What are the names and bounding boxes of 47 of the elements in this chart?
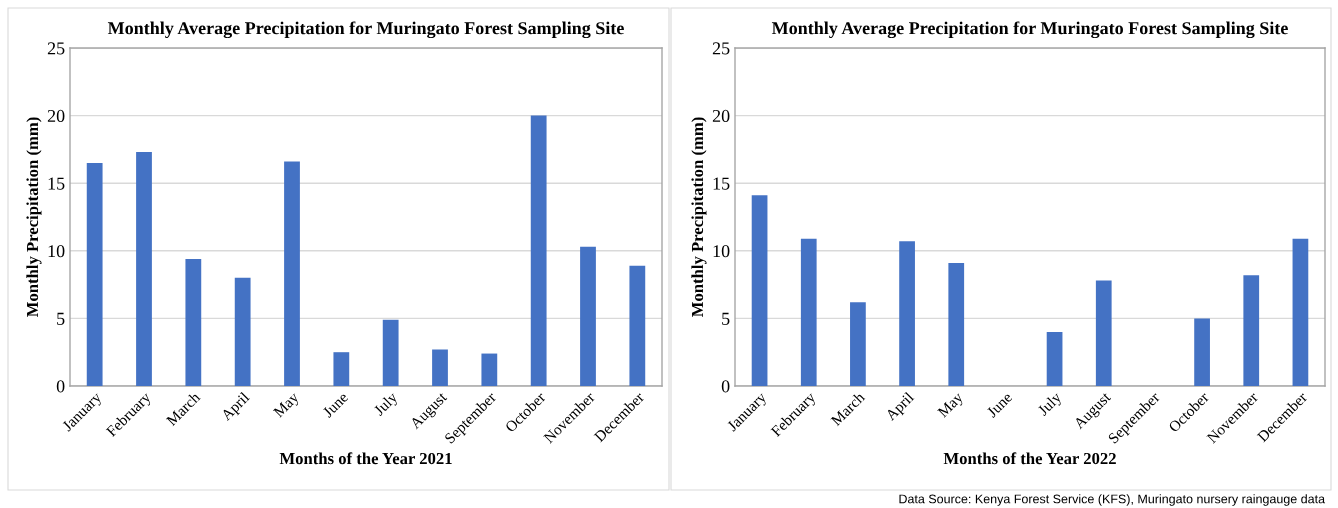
bar <box>284 161 300 386</box>
y-tick-label: 10 <box>713 245 730 258</box>
bar <box>234 277 251 386</box>
x-tick-label: June <box>986 391 1013 419</box>
x-axis-title: Months of the Year 2022 <box>943 452 1116 465</box>
bar <box>580 246 596 386</box>
source-note: Data Source: Kenya Forest Service (KFS), Muringato nursery raingauge data <box>899 494 1326 506</box>
y-tick-label: 5 <box>722 312 730 325</box>
bar <box>1243 275 1260 386</box>
y-tick-label: 10 <box>48 245 65 258</box>
x-tick-label: May <box>937 391 966 421</box>
y-axis-title: Monthly Precipitation (mm) <box>26 117 42 318</box>
y-tick-label: 15 <box>713 177 730 190</box>
x-tick-label: May <box>272 391 302 421</box>
bar <box>1194 318 1210 386</box>
x-tick-label: June <box>322 391 349 419</box>
bar <box>751 195 768 386</box>
y-axis-title: Monthly Precipitation (mm) <box>691 117 707 318</box>
bar <box>136 152 152 386</box>
y-tick-label: 5 <box>57 312 65 325</box>
bar <box>629 265 646 386</box>
bar <box>1095 280 1112 386</box>
bar <box>899 241 915 386</box>
bar <box>850 302 866 386</box>
x-tick-label: July <box>1036 390 1065 419</box>
y-tick-label: 0 <box>721 380 730 393</box>
y-tick-label: 20 <box>47 109 65 123</box>
bar <box>382 319 399 386</box>
bar <box>1292 238 1309 386</box>
y-tick-label: 25 <box>712 42 730 55</box>
bar <box>185 258 202 386</box>
bar <box>481 353 498 386</box>
y-tick-label: 20 <box>712 109 730 123</box>
y-tick-label: 15 <box>48 177 65 190</box>
chart-title: Monthly Average Precipitation for Muringato Forest Sampling Site <box>107 21 624 39</box>
x-axis-title: Months of the Year 2021 <box>279 452 452 465</box>
bar <box>333 352 350 386</box>
y-tick-label: 25 <box>47 42 65 55</box>
bar <box>86 162 103 386</box>
bar <box>800 238 817 386</box>
bar <box>948 262 965 386</box>
chart-title: Monthly Average Precipitation for Muringato Forest Sampling Site <box>771 21 1288 39</box>
y-tick-label: 0 <box>56 380 65 393</box>
bar <box>1046 331 1063 386</box>
bar <box>432 349 448 386</box>
bar <box>530 115 547 386</box>
x-tick-label: July <box>372 390 401 419</box>
